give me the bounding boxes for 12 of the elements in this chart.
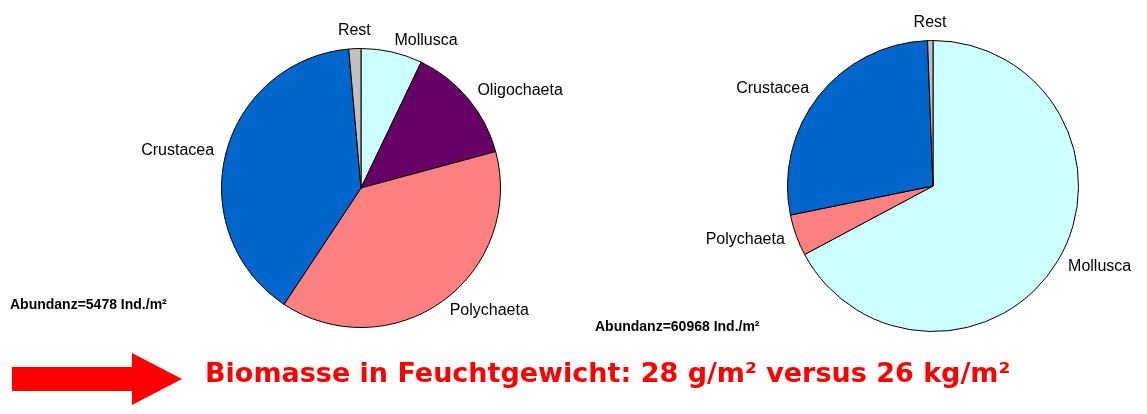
text: Abundanz=60968 Ind./m² [595,317,760,334]
slice-label: Polychaeta [449,301,529,319]
slice-label: Polychaeta [705,229,785,247]
text: Biomasse in Feuchtgewicht: 28 g/m² versus 26 kg/m² [205,357,1011,388]
slice-label: Rest [913,12,948,30]
slice-label: Crustacea [141,141,215,159]
slice-label: Crustacea [736,79,810,97]
slice-label: Mollusca [1068,257,1132,275]
slice-label: Oligochaeta [477,81,563,99]
text: Abundanz=5478 Ind./m² [10,295,168,312]
slice-label: Rest [337,21,372,39]
slice-label: Mollusca [394,30,458,48]
